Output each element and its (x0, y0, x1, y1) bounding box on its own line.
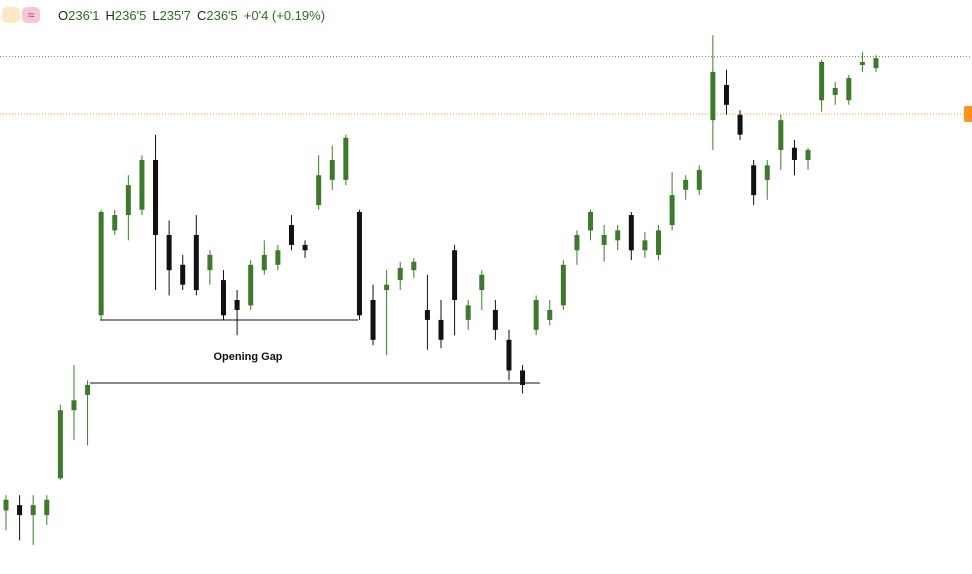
candle-body (628, 215, 634, 251)
change-value: +0'4 (+0.19%) (243, 7, 326, 23)
candle-body (166, 234, 172, 271)
candle-body (180, 264, 186, 285)
price-tag (964, 106, 972, 122)
candle-body (343, 137, 349, 180)
candle-body (384, 284, 390, 291)
indicator-icon[interactable]: ≈ (22, 7, 40, 23)
candle-body (44, 499, 50, 516)
candle-body (696, 169, 702, 190)
candle-body (574, 234, 580, 251)
candle-body (112, 215, 118, 231)
candle-body (98, 211, 104, 316)
candle-body (669, 195, 675, 226)
candle-body (30, 505, 36, 516)
candle-body (642, 240, 648, 251)
candle-body (533, 300, 539, 330)
candle-body (452, 250, 458, 301)
candle-body (560, 264, 566, 306)
candle-body (411, 261, 417, 271)
candle-body (356, 211, 362, 316)
candle-body (723, 84, 729, 105)
candle-body (547, 309, 553, 320)
close-label: C (196, 7, 207, 23)
candle-body (778, 120, 784, 151)
candle-body (248, 264, 254, 306)
high-value: 236'5 (114, 7, 147, 23)
candle-body (85, 384, 91, 395)
low-label: L (152, 7, 160, 23)
candle-body (153, 159, 159, 235)
candle-body (764, 165, 770, 180)
candle-body (846, 78, 852, 101)
high-label: H (105, 7, 115, 23)
candle-body (17, 505, 23, 516)
candle-body (656, 230, 661, 255)
session-icon[interactable] (2, 7, 20, 23)
candle-body (316, 175, 322, 206)
candle-body (302, 244, 308, 251)
annotation: Opening Gap (213, 351, 282, 363)
candle-body (615, 230, 621, 241)
candle-body (859, 61, 865, 66)
candle-body (819, 61, 825, 101)
candle-body (520, 370, 526, 385)
candle-body (791, 147, 797, 160)
candle-body (751, 165, 757, 196)
candle-body (492, 309, 498, 330)
open-value: 236'1 (68, 7, 100, 23)
candle-body (465, 305, 471, 320)
candle-body (139, 159, 145, 210)
candle-body (873, 58, 879, 69)
candle-body (71, 400, 77, 411)
candle-body (397, 267, 403, 281)
candle-body (234, 300, 240, 310)
candle-body (193, 234, 199, 291)
candle-body (438, 319, 444, 340)
candle-body (737, 114, 743, 135)
candle-body (261, 254, 267, 271)
candle-body (288, 225, 294, 245)
candle-body (221, 280, 226, 316)
candle-body (329, 159, 335, 180)
candle-body (424, 309, 430, 320)
candle-body (805, 150, 811, 160)
open-label: O (58, 7, 69, 23)
close-value: 236'5 (206, 7, 238, 23)
low-value: 235'7 (159, 7, 191, 23)
candle-body (832, 88, 838, 95)
candle-body (275, 250, 281, 265)
candle-body (506, 339, 512, 371)
candle-body (588, 211, 594, 231)
candle-body (3, 499, 9, 511)
candle-body (370, 300, 376, 340)
candle-body (57, 410, 63, 479)
candle-body (601, 234, 607, 245)
candle-body (683, 179, 689, 190)
candle-body (479, 274, 485, 291)
candle-body (710, 71, 716, 121)
candle-body (125, 185, 131, 216)
ohlc-header: ≈ O 236'1 H 236'5 L 235'7 C 236'5 +0'4 (+0.1… (0, 5, 325, 25)
candle-body (207, 254, 213, 271)
